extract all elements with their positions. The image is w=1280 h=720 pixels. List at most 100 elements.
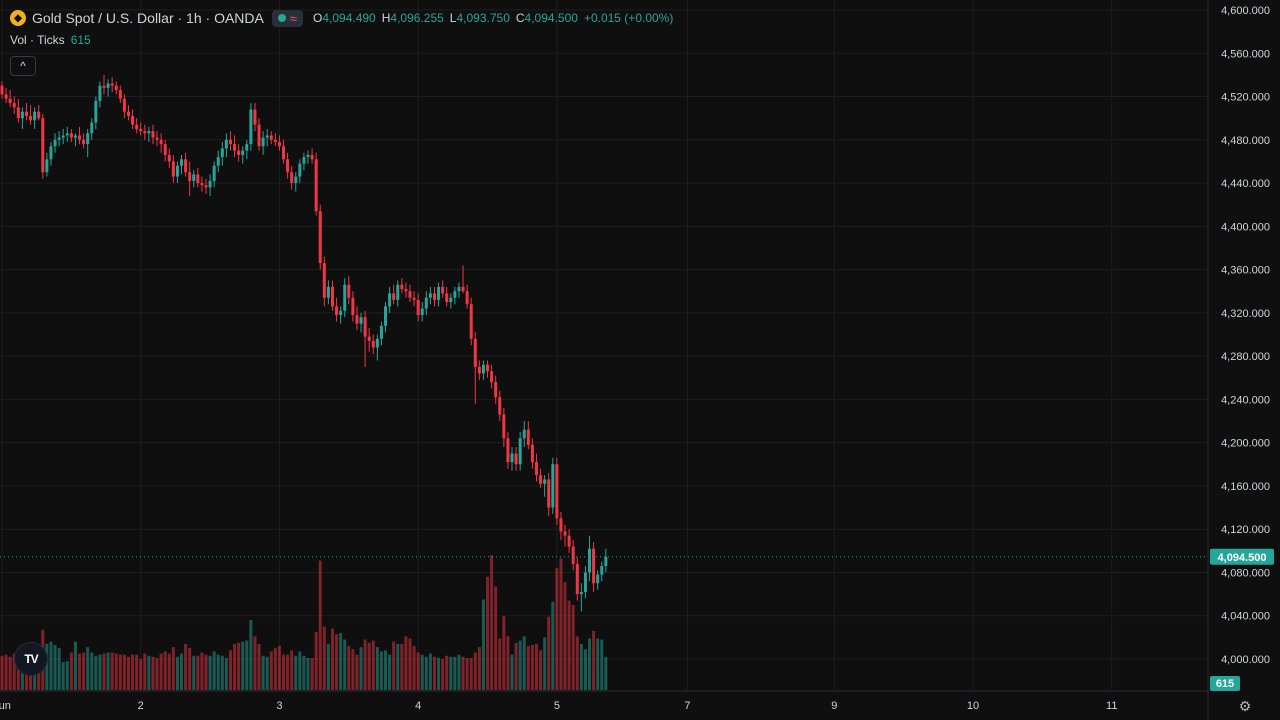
volume-bar <box>139 659 143 690</box>
candle-body <box>37 111 41 119</box>
candle-body <box>449 297 453 303</box>
candle-body <box>588 548 592 573</box>
candle-body <box>522 429 526 439</box>
status-pill[interactable]: ≈ <box>271 9 303 27</box>
candle-body <box>506 438 510 463</box>
candle-body <box>212 165 216 181</box>
volume-bar <box>200 652 204 690</box>
close-value: 4,094.500 <box>524 11 578 25</box>
candle-body <box>106 83 110 88</box>
price-tick-label: 4,040.000 <box>1221 611 1270 623</box>
volume-bar <box>110 652 114 690</box>
candle-body <box>424 297 428 309</box>
candle-body <box>592 548 596 584</box>
volume-bar <box>335 634 339 690</box>
volume-bar <box>575 636 579 690</box>
volume-bar <box>420 654 424 690</box>
volume-bar <box>126 656 130 690</box>
candle-body <box>375 338 379 348</box>
volume-bar <box>249 620 253 690</box>
volume-bar <box>486 576 490 690</box>
candle-body <box>12 103 16 108</box>
candle-body <box>465 291 469 305</box>
candle-body <box>498 397 502 415</box>
volume-bar <box>233 643 237 690</box>
volume-bar <box>306 657 310 690</box>
volume-bar <box>188 648 192 690</box>
low-value: 4,093.750 <box>456 11 510 25</box>
candle-body <box>265 135 269 138</box>
time-tick-label: 11 <box>1106 700 1117 712</box>
candle-body <box>0 85 4 95</box>
volume-legend[interactable]: Vol · Ticks 615 <box>10 33 91 47</box>
candle-body <box>102 85 106 88</box>
volume-bar <box>90 652 94 690</box>
volume-bar <box>367 642 371 690</box>
candle-body <box>204 185 208 188</box>
volume-bar <box>175 656 179 690</box>
volume-bar <box>392 641 396 690</box>
time-tick-label: 7 <box>684 700 690 712</box>
gear-icon[interactable]: ⚙ <box>1238 698 1252 714</box>
ohlc-values: O 4,094.490 H 4,096.255 L 4,093.750 C 4,094.… <box>313 11 679 25</box>
candle-body <box>57 137 61 140</box>
candle-body <box>481 364 485 374</box>
candle-body <box>294 176 298 184</box>
volume-bar <box>355 654 359 690</box>
volume-bar <box>257 643 261 690</box>
volume-bar <box>604 656 608 690</box>
last-volume-badge <box>1210 676 1240 691</box>
candle-body <box>461 286 465 292</box>
tradingview-logo-icon[interactable]: TV <box>14 642 48 676</box>
volume-bar <box>465 657 469 690</box>
candle-body <box>530 444 534 463</box>
candle-body <box>90 122 94 134</box>
candle-body <box>392 293 396 300</box>
volume-bar <box>65 661 69 690</box>
volume-bar <box>241 641 245 690</box>
candle-body <box>69 133 73 138</box>
candle-body <box>543 479 547 484</box>
candle-body <box>49 146 53 160</box>
volume-bar <box>559 558 563 690</box>
candle-body <box>437 286 441 300</box>
candle-body <box>286 159 290 173</box>
candle-body <box>86 133 90 145</box>
candle-body <box>575 563 579 595</box>
candle-body <box>420 308 424 316</box>
volume-bar <box>551 601 555 690</box>
volume-bar <box>449 656 453 690</box>
volume-bar <box>388 654 392 690</box>
candle-body <box>600 565 604 575</box>
candle-body <box>335 306 339 316</box>
candle-body <box>473 338 477 367</box>
candle-body <box>343 284 347 311</box>
candle-body <box>4 94 8 99</box>
price-tick-label: 4,400.000 <box>1221 221 1270 233</box>
candle-body <box>208 180 212 188</box>
collapse-legend-button[interactable]: ^ <box>10 56 36 76</box>
volume-bar <box>106 652 110 690</box>
symbol-title[interactable]: Gold Spot / U.S. Dollar · 1h · OANDA <box>32 10 264 26</box>
volume-bar <box>571 604 575 690</box>
candle-body <box>400 284 404 290</box>
volume-bar <box>502 615 506 690</box>
candle-body <box>367 336 371 341</box>
candle-body <box>41 118 45 173</box>
candle-body <box>457 286 461 292</box>
volume-bar <box>245 640 249 690</box>
volume-bar <box>563 582 567 690</box>
volume-bar <box>45 643 49 690</box>
chevron-up-icon: ^ <box>20 59 26 73</box>
price-tick-label: 4,360.000 <box>1221 265 1270 277</box>
open-value: 4,094.490 <box>322 11 376 25</box>
candle-body <box>477 366 481 374</box>
volume-label: Vol · Ticks <box>10 33 65 47</box>
candle-body <box>330 286 334 307</box>
volume-bar <box>53 644 57 690</box>
volume-bar <box>543 637 547 690</box>
volume-bar <box>600 639 604 690</box>
candle-body <box>135 124 139 129</box>
candle-body <box>65 133 69 136</box>
